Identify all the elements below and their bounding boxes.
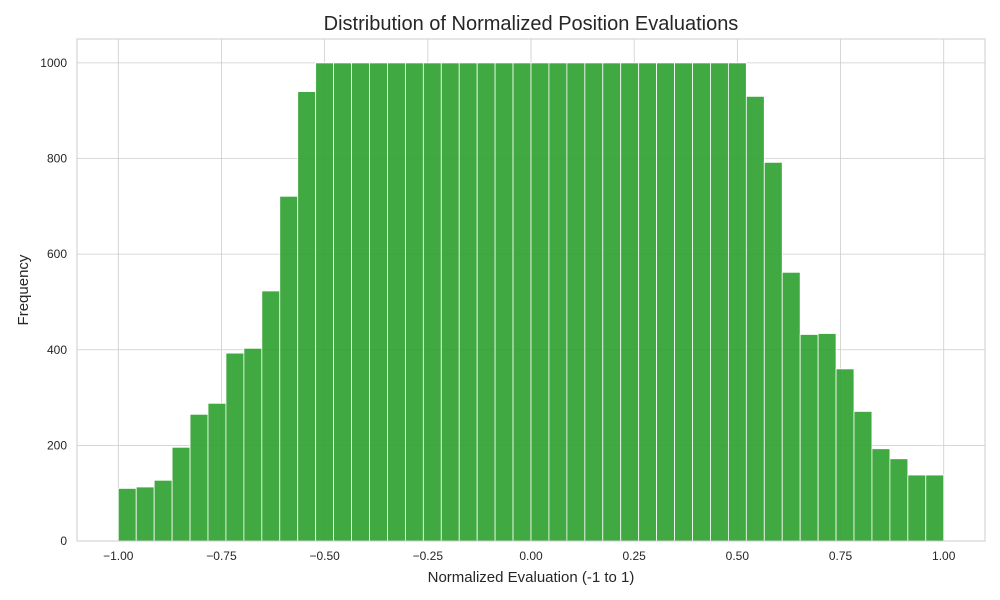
- x-tick-label: 0.75: [829, 549, 853, 563]
- histogram-bar: [189, 413, 209, 542]
- x-tick-label: 0.50: [726, 549, 750, 563]
- y-tick-label: 800: [47, 152, 67, 166]
- histogram-bar: [925, 474, 945, 542]
- histogram-bar: [422, 62, 442, 542]
- histogram-bar: [315, 62, 335, 542]
- histogram-bar: [692, 62, 711, 542]
- histogram-bar: [566, 62, 586, 542]
- y-tick-label: 400: [47, 343, 67, 357]
- x-tick-label: 0.00: [519, 549, 543, 563]
- histogram-bar: [620, 62, 640, 542]
- histogram-bar: [710, 62, 729, 542]
- histogram-bar: [530, 62, 550, 542]
- histogram-bar: [153, 479, 173, 542]
- histogram-bar: [727, 62, 747, 542]
- histogram-bar: [656, 62, 675, 542]
- histogram-bar: [351, 62, 370, 542]
- y-tick-label: 600: [47, 247, 67, 261]
- histogram-bar: [261, 290, 281, 542]
- histogram-bar: [387, 62, 406, 542]
- histogram-bar: [674, 62, 693, 542]
- y-tick-labels: 0 200 400 600 800 1000: [40, 56, 67, 548]
- chart-title: Distribution of Normalized Position Eval…: [324, 13, 739, 35]
- histogram-bar: [207, 402, 227, 542]
- histogram-bar: [853, 411, 873, 542]
- histogram-bar: [763, 161, 783, 542]
- histogram-bar: [369, 62, 388, 542]
- histogram-bar: [440, 62, 460, 542]
- histogram-bar: [745, 95, 765, 542]
- x-tick-label: −1.00: [103, 549, 134, 563]
- histogram-bar: [494, 62, 514, 542]
- histogram-bar: [835, 368, 855, 542]
- histogram-bar: [889, 458, 909, 542]
- x-tick-labels: −1.00 −0.75 −0.50 −0.25 0.00 0.25 0.50 0.75 1.00: [103, 549, 956, 563]
- x-tick-label: 1.00: [932, 549, 956, 563]
- histogram-bar: [638, 62, 658, 542]
- y-tick-label: 1000: [40, 56, 67, 70]
- histogram-bar: [548, 62, 568, 542]
- x-tick-label: −0.50: [309, 549, 340, 563]
- histogram-bar: [243, 347, 263, 542]
- plot-frame: [76, 38, 986, 542]
- y-tick-label: 200: [47, 438, 67, 452]
- histogram-bar: [333, 62, 352, 542]
- histogram-bar: [225, 352, 245, 542]
- histogram-bars: [117, 62, 945, 542]
- histogram-bar: [871, 448, 891, 542]
- histogram-bar: [602, 62, 622, 542]
- histogram-bar: [512, 62, 532, 542]
- x-tick-label: −0.25: [413, 549, 444, 563]
- histogram-bar: [799, 334, 819, 542]
- histogram-bar: [458, 62, 478, 542]
- x-tick-label: −0.75: [206, 549, 237, 563]
- y-tick-label: 0: [60, 534, 67, 548]
- x-tick-label: 0.25: [623, 549, 647, 563]
- histogram-bar: [476, 62, 496, 542]
- histogram-bar: [135, 486, 155, 542]
- histogram-bar: [817, 333, 837, 542]
- histogram-bar: [279, 195, 299, 542]
- histogram-bar: [781, 271, 801, 542]
- histogram-bar: [907, 474, 927, 542]
- x-axis-label: Normalized Evaluation (-1 to 1): [428, 569, 635, 586]
- histogram-bar: [404, 62, 424, 542]
- histogram-bar: [117, 488, 137, 542]
- histogram-bar: [171, 446, 191, 542]
- histogram-bar: [584, 62, 604, 542]
- y-axis-label: Frequency: [15, 254, 32, 325]
- histogram-bar: [297, 91, 317, 542]
